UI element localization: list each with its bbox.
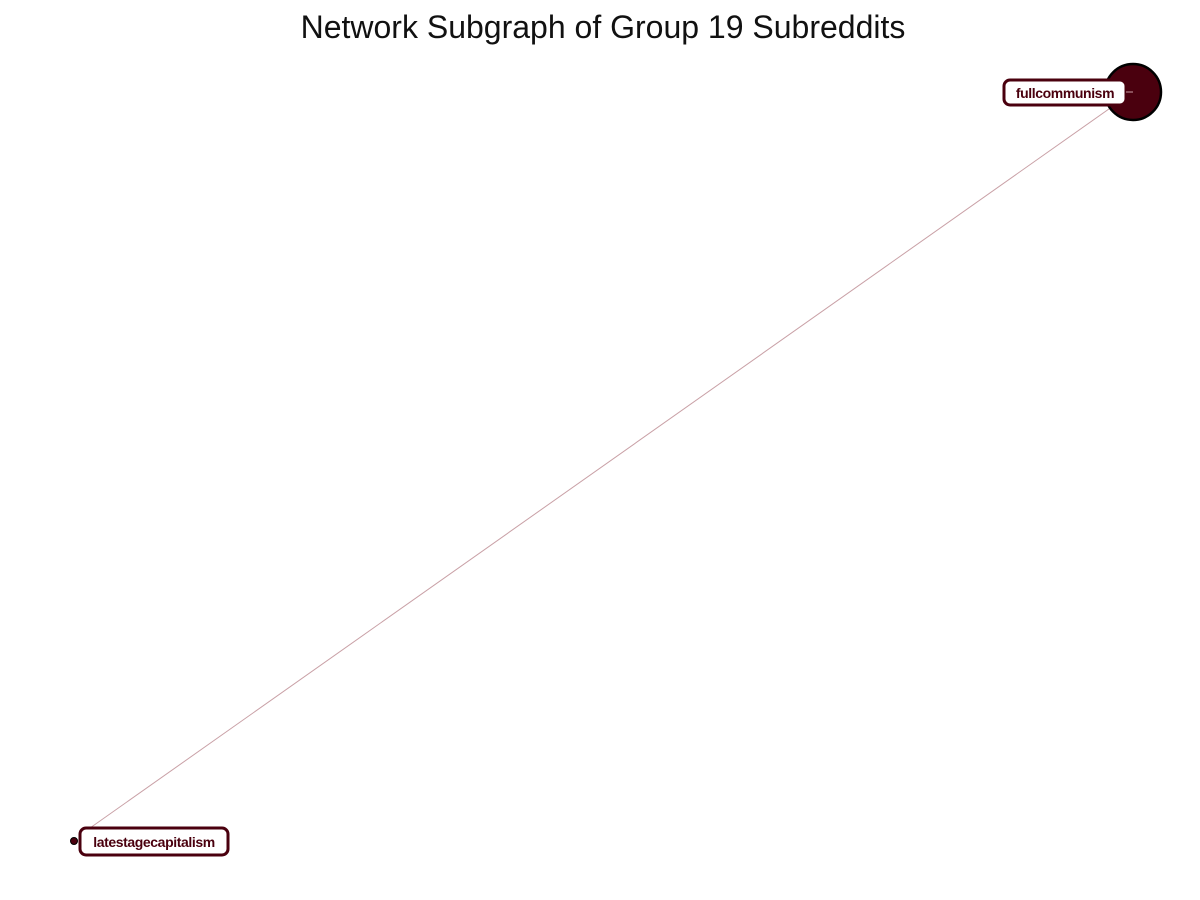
- label-box-latestagecapitalism: [78, 826, 230, 857]
- nodes-layer: [70, 62, 1163, 845]
- node-label-fullcommunism: fullcommunism: [1002, 78, 1133, 107]
- node-latestagecapitalism[interactable]: [70, 837, 78, 845]
- node-label-latestagecapitalism: latestagecapitalism: [78, 826, 230, 857]
- edge-fullcommunism-latestagecapitalism: [89, 91, 1134, 829]
- labels-layer: fullcommunism latestagecapitalism: [78, 78, 1133, 857]
- label-text-fullcommunism: fullcommunism: [1016, 85, 1114, 101]
- label-text-latestagecapitalism: latestagecapitalism: [93, 834, 215, 850]
- edges-layer: [89, 91, 1134, 829]
- graph-title: Network Subgraph of Group 19 Subreddits: [301, 9, 906, 45]
